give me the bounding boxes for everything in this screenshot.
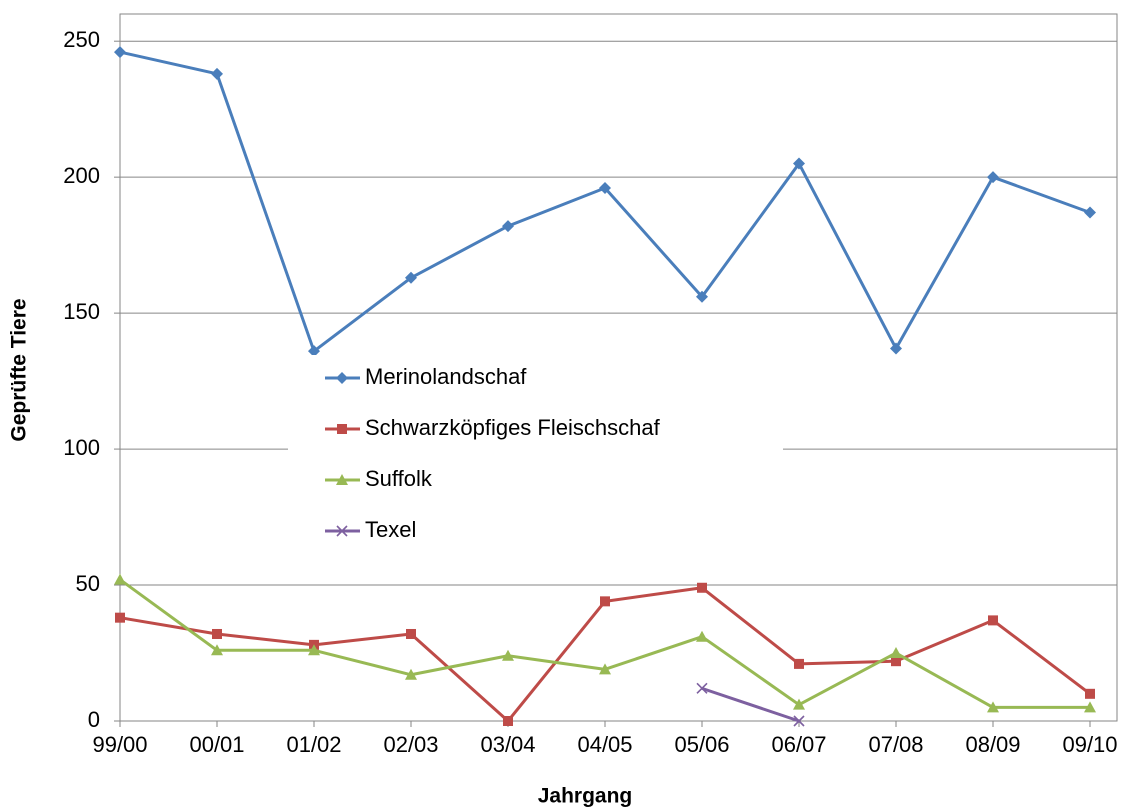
x-tick-label: 05/06 [674, 732, 729, 757]
marker [600, 596, 610, 607]
x-tick-label: 07/08 [868, 732, 923, 757]
marker [793, 715, 805, 727]
legend-label: Texel [365, 517, 416, 542]
marker [502, 220, 514, 233]
marker [793, 698, 805, 710]
marker [406, 628, 416, 639]
legend-label: Merinolandschaf [365, 364, 527, 389]
marker [696, 630, 708, 642]
legend-label: Schwarzköpfiges Fleischschaf [365, 415, 661, 440]
x-tick-label: 04/05 [577, 732, 632, 757]
marker [503, 716, 513, 726]
x-axis-title: Jahrgang [538, 785, 633, 808]
y-tick-label: 100 [63, 435, 100, 460]
y-tick-label: 50 [76, 571, 100, 596]
marker [1084, 701, 1096, 713]
legend-marker [336, 525, 348, 537]
marker [1084, 206, 1096, 219]
legend-marker [336, 372, 348, 384]
marker [891, 656, 901, 667]
marker [988, 615, 998, 626]
marker [696, 290, 708, 303]
x-tick-label: 99/00 [92, 732, 147, 757]
marker [987, 171, 999, 184]
legend-marker [336, 474, 348, 485]
marker [114, 573, 126, 585]
legend-label: Suffolk [365, 466, 433, 491]
marker [1085, 688, 1095, 699]
x-tick-label: 00/01 [189, 732, 244, 757]
legend [288, 355, 783, 560]
x-tick-label: 01/02 [286, 732, 341, 757]
marker [794, 658, 804, 669]
marker [211, 644, 223, 656]
y-axis-title: Geprüfte Tiere [8, 298, 31, 441]
marker [114, 46, 126, 59]
series-line [701, 686, 800, 723]
marker [405, 668, 417, 680]
y-tick-label: 200 [63, 163, 100, 188]
marker [599, 182, 611, 195]
marker [308, 345, 320, 358]
marker [599, 663, 611, 675]
marker [987, 701, 999, 713]
marker [405, 271, 417, 284]
legend-marker [337, 424, 347, 434]
x-tick-label: 02/03 [383, 732, 438, 757]
y-tick-label: 0 [88, 707, 100, 732]
marker [890, 647, 902, 659]
marker [115, 612, 125, 623]
x-tick-label: 08/09 [965, 732, 1020, 757]
marker [696, 682, 708, 694]
marker [211, 67, 223, 80]
marker [212, 628, 222, 639]
marker [308, 644, 320, 656]
marker [890, 342, 902, 355]
marker [697, 582, 707, 593]
x-tick-label: 06/07 [771, 732, 826, 757]
marker [502, 649, 514, 661]
x-tick-label: 09/10 [1062, 732, 1117, 757]
y-tick-label: 250 [63, 27, 100, 52]
x-tick-label: 03/04 [480, 732, 535, 757]
marker [793, 157, 805, 170]
y-tick-label: 150 [63, 299, 100, 324]
